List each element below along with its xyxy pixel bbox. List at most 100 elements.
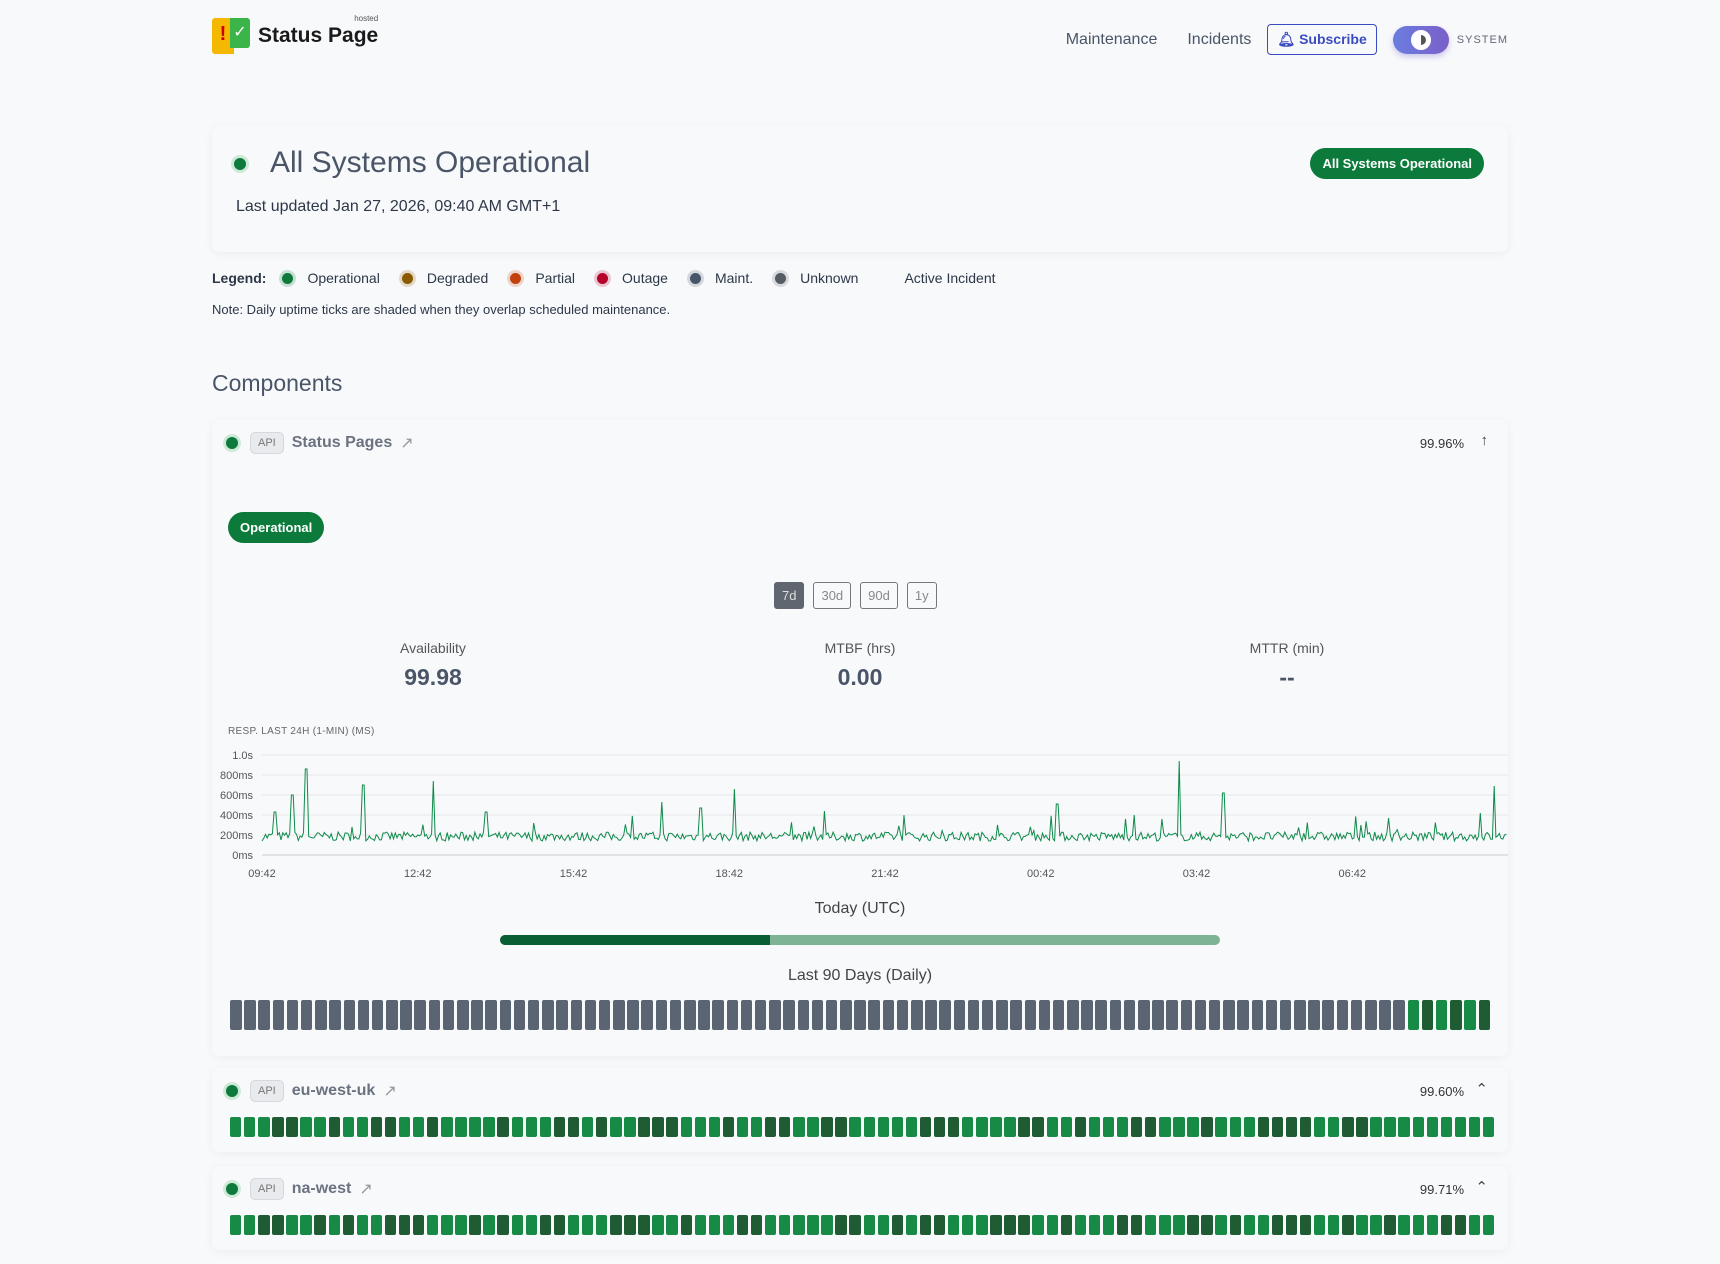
daily-tick[interactable] bbox=[1257, 1117, 1270, 1137]
daily-tick[interactable] bbox=[556, 1000, 568, 1030]
daily-tick[interactable] bbox=[750, 1117, 763, 1137]
daily-tick[interactable] bbox=[384, 1215, 397, 1235]
daily-tick[interactable] bbox=[769, 1000, 781, 1030]
daily-tick[interactable] bbox=[1208, 1000, 1221, 1030]
daily-tick[interactable] bbox=[1201, 1117, 1213, 1137]
daily-tick[interactable] bbox=[793, 1215, 805, 1235]
daily-tick[interactable] bbox=[1342, 1117, 1354, 1137]
range-1y[interactable]: 1y bbox=[906, 582, 937, 609]
daily-tick[interactable] bbox=[754, 1000, 767, 1030]
daily-tick[interactable] bbox=[1454, 1215, 1467, 1235]
daily-tick[interactable] bbox=[1243, 1117, 1256, 1137]
theme-toggle[interactable] bbox=[1392, 25, 1449, 54]
daily-tick[interactable] bbox=[1201, 1215, 1213, 1235]
daily-tick[interactable] bbox=[680, 1215, 692, 1235]
daily-tick[interactable] bbox=[708, 1215, 721, 1235]
daily-tick[interactable] bbox=[370, 1215, 383, 1235]
daily-tick[interactable] bbox=[1328, 1215, 1340, 1235]
daily-tick[interactable] bbox=[539, 1215, 552, 1235]
collapse-arrow-icon[interactable]: ↑ bbox=[1480, 432, 1489, 449]
daily-tick[interactable] bbox=[455, 1117, 467, 1137]
daily-tick[interactable] bbox=[981, 1000, 994, 1030]
range-90d[interactable]: 90d bbox=[860, 582, 898, 609]
daily-tick[interactable] bbox=[1426, 1215, 1439, 1235]
daily-tick[interactable] bbox=[1299, 1117, 1312, 1137]
daily-tick[interactable] bbox=[877, 1117, 889, 1137]
daily-tick[interactable] bbox=[1067, 1000, 1079, 1030]
daily-tick[interactable] bbox=[1173, 1117, 1185, 1137]
daily-tick[interactable] bbox=[441, 1215, 453, 1235]
daily-tick[interactable] bbox=[1365, 1000, 1377, 1030]
daily-tick[interactable] bbox=[1285, 1215, 1298, 1235]
daily-tick[interactable] bbox=[840, 1000, 852, 1030]
daily-tick[interactable] bbox=[469, 1117, 481, 1137]
daily-tick[interactable] bbox=[342, 1215, 355, 1235]
daily-tick[interactable] bbox=[925, 1000, 937, 1030]
daily-tick[interactable] bbox=[328, 1215, 340, 1235]
daily-tick[interactable] bbox=[272, 1215, 284, 1235]
daily-tick[interactable] bbox=[1314, 1215, 1326, 1235]
daily-tick[interactable] bbox=[1440, 1215, 1453, 1235]
daily-tick[interactable] bbox=[1370, 1215, 1382, 1235]
daily-tick[interactable] bbox=[1421, 1000, 1434, 1030]
daily-tick[interactable] bbox=[962, 1117, 974, 1137]
daily-tick[interactable] bbox=[821, 1117, 833, 1137]
daily-tick[interactable] bbox=[511, 1117, 523, 1137]
daily-tick[interactable] bbox=[286, 1000, 299, 1030]
daily-tick[interactable] bbox=[712, 1000, 724, 1030]
daily-tick[interactable] bbox=[1350, 1000, 1363, 1030]
daily-tick[interactable] bbox=[1138, 1000, 1150, 1030]
daily-tick[interactable] bbox=[428, 1000, 441, 1030]
daily-tick[interactable] bbox=[483, 1215, 495, 1235]
logo[interactable]: ! ✓ Status Page hosted bbox=[212, 14, 378, 56]
daily-tick[interactable] bbox=[1454, 1117, 1467, 1137]
daily-tick[interactable] bbox=[624, 1215, 636, 1235]
daily-tick[interactable] bbox=[1229, 1117, 1241, 1137]
daily-tick[interactable] bbox=[708, 1117, 721, 1137]
daily-tick[interactable] bbox=[300, 1117, 312, 1137]
daily-tick[interactable] bbox=[457, 1000, 469, 1030]
daily-tick[interactable] bbox=[1482, 1117, 1495, 1137]
daily-tick[interactable] bbox=[286, 1117, 298, 1137]
daily-tick[interactable] bbox=[1229, 1215, 1241, 1235]
daily-tick[interactable] bbox=[624, 1117, 636, 1137]
daily-tick[interactable] bbox=[779, 1117, 791, 1137]
daily-tick[interactable] bbox=[882, 1000, 895, 1030]
component-name[interactable]: Status Pages bbox=[291, 434, 393, 451]
daily-tick[interactable] bbox=[1265, 1000, 1278, 1030]
daily-tick[interactable] bbox=[485, 1000, 497, 1030]
daily-tick[interactable] bbox=[905, 1117, 918, 1137]
daily-tick[interactable] bbox=[441, 1117, 453, 1137]
daily-tick[interactable] bbox=[1038, 1000, 1051, 1030]
daily-tick[interactable] bbox=[570, 1000, 582, 1030]
daily-tick[interactable] bbox=[627, 1000, 639, 1030]
daily-tick[interactable] bbox=[1243, 1215, 1256, 1235]
daily-tick[interactable] bbox=[750, 1215, 763, 1235]
daily-tick[interactable] bbox=[1180, 1000, 1193, 1030]
external-link-icon[interactable]: ↗ bbox=[400, 435, 414, 452]
daily-tick[interactable] bbox=[1102, 1215, 1115, 1235]
daily-tick[interactable] bbox=[427, 1117, 439, 1137]
daily-tick[interactable] bbox=[328, 1117, 340, 1137]
daily-tick[interactable] bbox=[258, 1215, 270, 1235]
daily-tick[interactable] bbox=[1285, 1117, 1298, 1137]
daily-tick[interactable] bbox=[821, 1215, 833, 1235]
daily-tick[interactable] bbox=[962, 1215, 974, 1235]
daily-tick[interactable] bbox=[1102, 1117, 1115, 1137]
daily-tick[interactable] bbox=[1426, 1117, 1439, 1137]
daily-tick[interactable] bbox=[539, 1117, 552, 1137]
daily-tick[interactable] bbox=[793, 1117, 805, 1137]
daily-tick[interactable] bbox=[638, 1117, 650, 1137]
daily-tick[interactable] bbox=[797, 1000, 809, 1030]
daily-tick[interactable] bbox=[1308, 1000, 1320, 1030]
daily-tick[interactable] bbox=[638, 1215, 650, 1235]
daily-tick[interactable] bbox=[1215, 1117, 1227, 1137]
daily-tick[interactable] bbox=[329, 1000, 341, 1030]
daily-tick[interactable] bbox=[343, 1000, 355, 1030]
daily-tick[interactable] bbox=[652, 1215, 664, 1235]
daily-tick[interactable] bbox=[641, 1000, 653, 1030]
daily-tick[interactable] bbox=[356, 1117, 369, 1137]
daily-tick[interactable] bbox=[1159, 1117, 1171, 1137]
daily-tick[interactable] bbox=[314, 1215, 326, 1235]
daily-tick[interactable] bbox=[1294, 1000, 1306, 1030]
